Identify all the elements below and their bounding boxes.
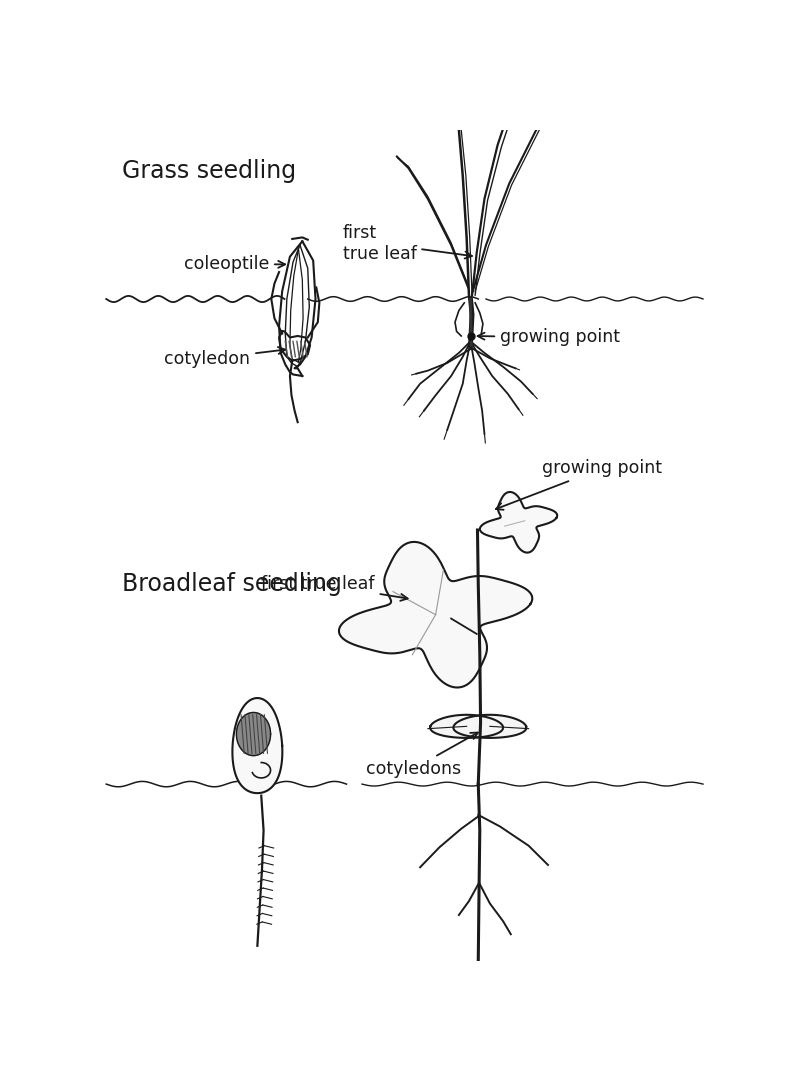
Polygon shape [236, 713, 270, 756]
Polygon shape [453, 715, 526, 738]
Text: cotyledon: cotyledon [165, 347, 285, 368]
Text: coleoptile: coleoptile [184, 255, 285, 273]
Text: Broadleaf seedling: Broadleaf seedling [122, 572, 342, 596]
Text: first true leaf: first true leaf [262, 575, 407, 600]
Text: first
true leaf: first true leaf [343, 225, 472, 262]
Text: growing point: growing point [496, 459, 662, 510]
Polygon shape [232, 698, 282, 793]
Polygon shape [480, 492, 557, 553]
Polygon shape [339, 542, 532, 688]
Text: cotyledons: cotyledons [366, 732, 478, 778]
Text: Grass seedling: Grass seedling [122, 159, 296, 183]
Text: growing point: growing point [478, 328, 620, 347]
Polygon shape [430, 715, 503, 738]
